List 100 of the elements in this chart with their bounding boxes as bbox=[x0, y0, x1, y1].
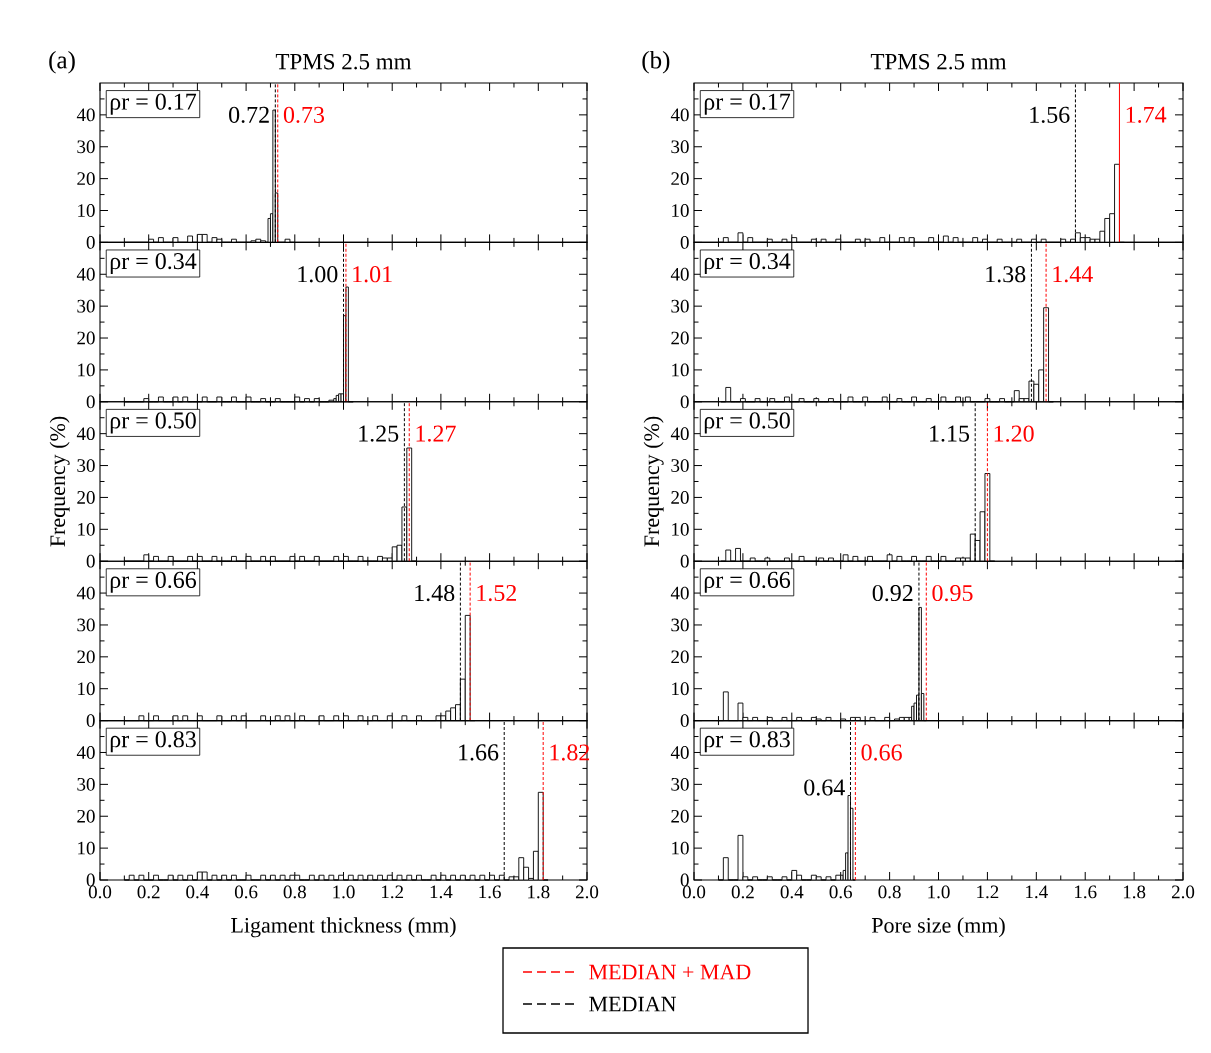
y-tick-label: 20 bbox=[671, 172, 689, 186]
x-tick-label: 1.4 bbox=[1026, 885, 1048, 899]
ref-line-label: 1.38 bbox=[986, 266, 1026, 283]
y-tick-label: 20 bbox=[671, 331, 689, 345]
y-tick-label: 0 bbox=[680, 554, 689, 568]
y-tick-label: 30 bbox=[77, 140, 95, 154]
ref-line-label: 1.44 bbox=[1053, 266, 1093, 283]
y-tick-label: 40 bbox=[670, 427, 689, 441]
y-tick-label: 10 bbox=[78, 522, 95, 536]
legend-label: MEDIAN bbox=[589, 996, 677, 1012]
y-tick-label: 0 bbox=[86, 235, 95, 249]
annotation: ρr = 0.17 bbox=[704, 93, 791, 115]
y-tick-label: 40 bbox=[76, 108, 95, 122]
ref-line-label: 1.66 bbox=[459, 744, 499, 761]
y-tick-label: 40 bbox=[670, 586, 689, 600]
y-tick-label: 30 bbox=[77, 299, 95, 313]
annotation: ρr = 0.17 bbox=[110, 93, 197, 115]
y-tick-label: 40 bbox=[76, 746, 95, 759]
x-tick-label: 1.0 bbox=[333, 885, 355, 899]
y-tick-label: 20 bbox=[77, 172, 95, 186]
chart-title: TPMS 2.5 mm bbox=[275, 53, 412, 70]
ref-line-label: 1.15 bbox=[930, 425, 970, 442]
y-tick-label: 40 bbox=[670, 746, 689, 759]
y-tick-label: 30 bbox=[77, 777, 95, 791]
y-tick-label: 30 bbox=[671, 459, 689, 472]
x-tick-label: 0.6 bbox=[829, 885, 853, 899]
x-tick-label: 0.2 bbox=[731, 885, 754, 899]
x-tick-label: 0.4 bbox=[186, 885, 209, 899]
y-tick-label: 20 bbox=[77, 491, 95, 504]
x-tick-label: 1.8 bbox=[528, 885, 550, 899]
ref-line-label: 0.72 bbox=[229, 106, 269, 124]
legend-label: MEDIAN + MAD bbox=[589, 964, 751, 980]
x-axis-title: Ligament thickness (mm) bbox=[231, 917, 456, 938]
text: (b) bbox=[642, 50, 670, 74]
ref-line-label: 1.27 bbox=[416, 425, 456, 442]
y-tick-label: 40 bbox=[76, 586, 95, 600]
ref-line-label: 0.66 bbox=[861, 744, 902, 761]
x-tick-label: 1.6 bbox=[479, 885, 501, 899]
y-tick-label: 20 bbox=[671, 650, 689, 664]
ref-line-label: 1.48 bbox=[415, 584, 455, 602]
y-tick-label: 0 bbox=[86, 714, 95, 728]
y-tick-label: 20 bbox=[671, 809, 689, 823]
y-tick-label: 30 bbox=[671, 299, 689, 313]
y-tick-label: 10 bbox=[78, 363, 95, 377]
ref-line-label: 0.92 bbox=[872, 584, 913, 602]
x-tick-label: 0.0 bbox=[682, 885, 706, 899]
y-tick-label: 30 bbox=[77, 459, 95, 472]
ref-line-label: 1.01 bbox=[353, 266, 392, 283]
x-tick-label: 0.2 bbox=[137, 885, 160, 899]
x-tick-label: 1.4 bbox=[430, 885, 453, 899]
x-tick-label: 1.2 bbox=[382, 885, 404, 899]
y-axis-title: Frequency (%) bbox=[643, 416, 664, 547]
ref-line-label: 1.25 bbox=[359, 425, 399, 442]
chart-title: TPMS 2.5 mm bbox=[870, 53, 1007, 70]
x-tick-label: 2.0 bbox=[1171, 885, 1195, 899]
annotation: ρr = 0.83 bbox=[704, 731, 790, 753]
y-tick-label: 0 bbox=[86, 554, 95, 568]
y-tick-label: 30 bbox=[77, 618, 95, 632]
annotation: ρr = 0.66 bbox=[704, 571, 791, 593]
y-tick-label: 0 bbox=[680, 873, 689, 887]
y-tick-label: 10 bbox=[78, 841, 95, 855]
x-tick-label: 1.8 bbox=[1123, 885, 1146, 899]
annotation: ρr = 0.83 bbox=[110, 731, 196, 753]
annotation: ρr = 0.66 bbox=[110, 571, 197, 593]
y-tick-label: 40 bbox=[670, 267, 689, 281]
x-tick-label: 0.8 bbox=[878, 885, 901, 899]
x-tick-label: 1.0 bbox=[928, 885, 950, 899]
x-tick-label: 0.8 bbox=[283, 885, 306, 899]
annotation: ρr = 0.34 bbox=[704, 252, 791, 275]
y-tick-label: 0 bbox=[86, 395, 95, 409]
y-tick-label: 40 bbox=[670, 108, 689, 122]
ref-line-label: 1.52 bbox=[477, 584, 516, 602]
annotation: ρr = 0.50 bbox=[704, 412, 790, 434]
x-tick-label: 0.6 bbox=[234, 885, 258, 899]
y-tick-label: 30 bbox=[671, 777, 689, 791]
x-tick-label: 0.4 bbox=[780, 885, 804, 899]
x-tick-label: 1.6 bbox=[1075, 885, 1097, 899]
ref-line-label: 1.20 bbox=[994, 425, 1034, 442]
y-tick-label: 0 bbox=[680, 395, 689, 409]
ref-line-label: 0.64 bbox=[804, 779, 845, 796]
x-tick-label: 2.0 bbox=[575, 885, 599, 899]
y-tick-label: 10 bbox=[672, 522, 689, 536]
y-tick-label: 10 bbox=[78, 204, 95, 217]
ref-line-label: 0.95 bbox=[932, 584, 973, 602]
y-tick-label: 10 bbox=[672, 682, 689, 696]
y-tick-label: 40 bbox=[76, 267, 95, 281]
ref-line-label: 0.73 bbox=[283, 106, 325, 124]
y-axis-title: Frequency (%) bbox=[49, 416, 70, 547]
y-tick-label: 10 bbox=[672, 363, 689, 377]
ref-line-label: 1.74 bbox=[1126, 106, 1167, 123]
y-tick-label: 20 bbox=[77, 650, 95, 664]
y-tick-label: 10 bbox=[672, 204, 689, 217]
y-tick-label: 0 bbox=[680, 714, 689, 728]
annotation: ρr = 0.34 bbox=[110, 252, 197, 275]
ref-line-label: 1.00 bbox=[298, 266, 338, 283]
x-axis-title: Pore size (mm) bbox=[871, 917, 1005, 938]
x-tick-label: 1.2 bbox=[977, 885, 999, 899]
ref-line-label: 1.56 bbox=[1030, 106, 1070, 123]
y-tick-label: 30 bbox=[671, 618, 689, 632]
y-tick-label: 20 bbox=[77, 809, 95, 823]
